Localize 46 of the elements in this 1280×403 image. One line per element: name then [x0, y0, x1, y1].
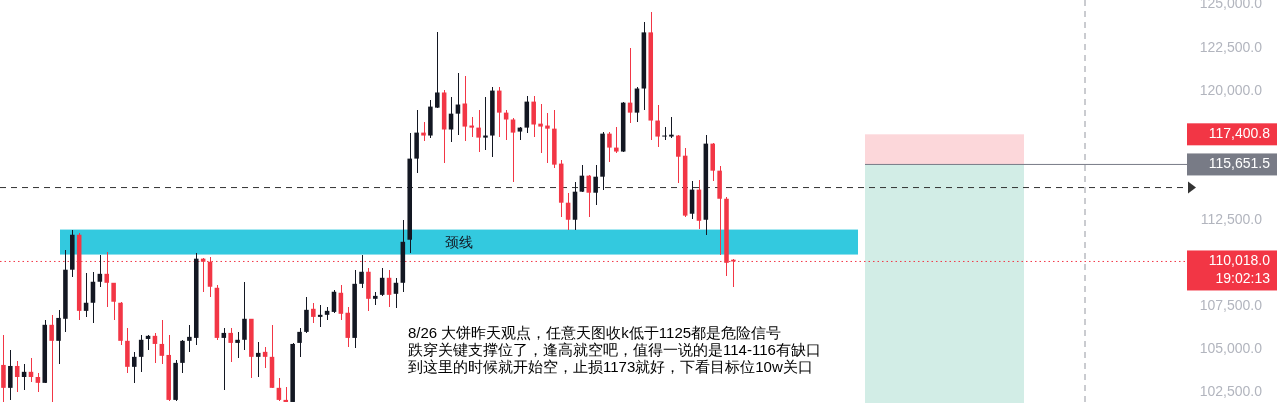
- candlestick: [8, 349, 13, 401]
- candlestick: [503, 108, 509, 141]
- candlestick: [132, 351, 137, 384]
- candlestick: [311, 302, 316, 324]
- annotation: 跌穿关键支撑位了，逢高就空吧，值得一说的是114-116有缺口: [408, 341, 821, 358]
- candlestick: [242, 281, 247, 351]
- candlestick: [593, 164, 598, 206]
- candlestick: [49, 314, 54, 403]
- band-label: 117,400.8: [1208, 125, 1271, 142]
- candlestick: [607, 130, 612, 163]
- candlestick: [483, 96, 488, 151]
- candlestick: [1, 334, 6, 403]
- candlestick: [297, 327, 302, 358]
- y-tick-label: 102,500.0: [1199, 382, 1263, 399]
- ref-line-label: 110,018.0: [1208, 252, 1271, 269]
- candlestick: [228, 327, 233, 363]
- candlestick: [180, 339, 185, 374]
- candlestick: [655, 103, 660, 148]
- candlestick: [304, 296, 309, 334]
- candlestick: [421, 120, 426, 142]
- candlestick: [111, 282, 116, 321]
- band-label: 颈线: [445, 234, 473, 251]
- candlestick: [545, 112, 550, 164]
- candlestick: [676, 134, 681, 184]
- candlestick: [235, 331, 240, 359]
- y-tick-label: 107,500.0: [1199, 296, 1263, 313]
- candlestick: [56, 309, 61, 365]
- y-tick-label: 112,500.0: [1200, 210, 1263, 227]
- annotation: 到这里的时候就开始空，止损1173就好，下看目标位10w关口: [408, 358, 813, 375]
- candlestick: [538, 102, 543, 154]
- y-tick-label: 105,000.0: [1199, 339, 1263, 356]
- candlestick: [614, 125, 619, 154]
- text: 19:02:13: [1215, 270, 1271, 287]
- candlestick: [255, 341, 261, 378]
- candlestick: [435, 31, 440, 109]
- y-tick-label: 122,500.0: [1199, 38, 1263, 55]
- candlestick: [496, 86, 502, 138]
- candlestick: [669, 115, 674, 139]
- candlestick: [531, 94, 536, 138]
- candlestick: [359, 254, 364, 289]
- y-tick-label: 120,000.0: [1199, 81, 1263, 98]
- candlestick: [469, 115, 474, 138]
- ref-line-label: 115,651.5: [1208, 155, 1271, 172]
- annotation: 8/26 大饼昨天观点，任意天图收k低于1125都是危险信号: [408, 324, 782, 341]
- candlestick: [476, 108, 481, 153]
- candlestick: [187, 324, 192, 353]
